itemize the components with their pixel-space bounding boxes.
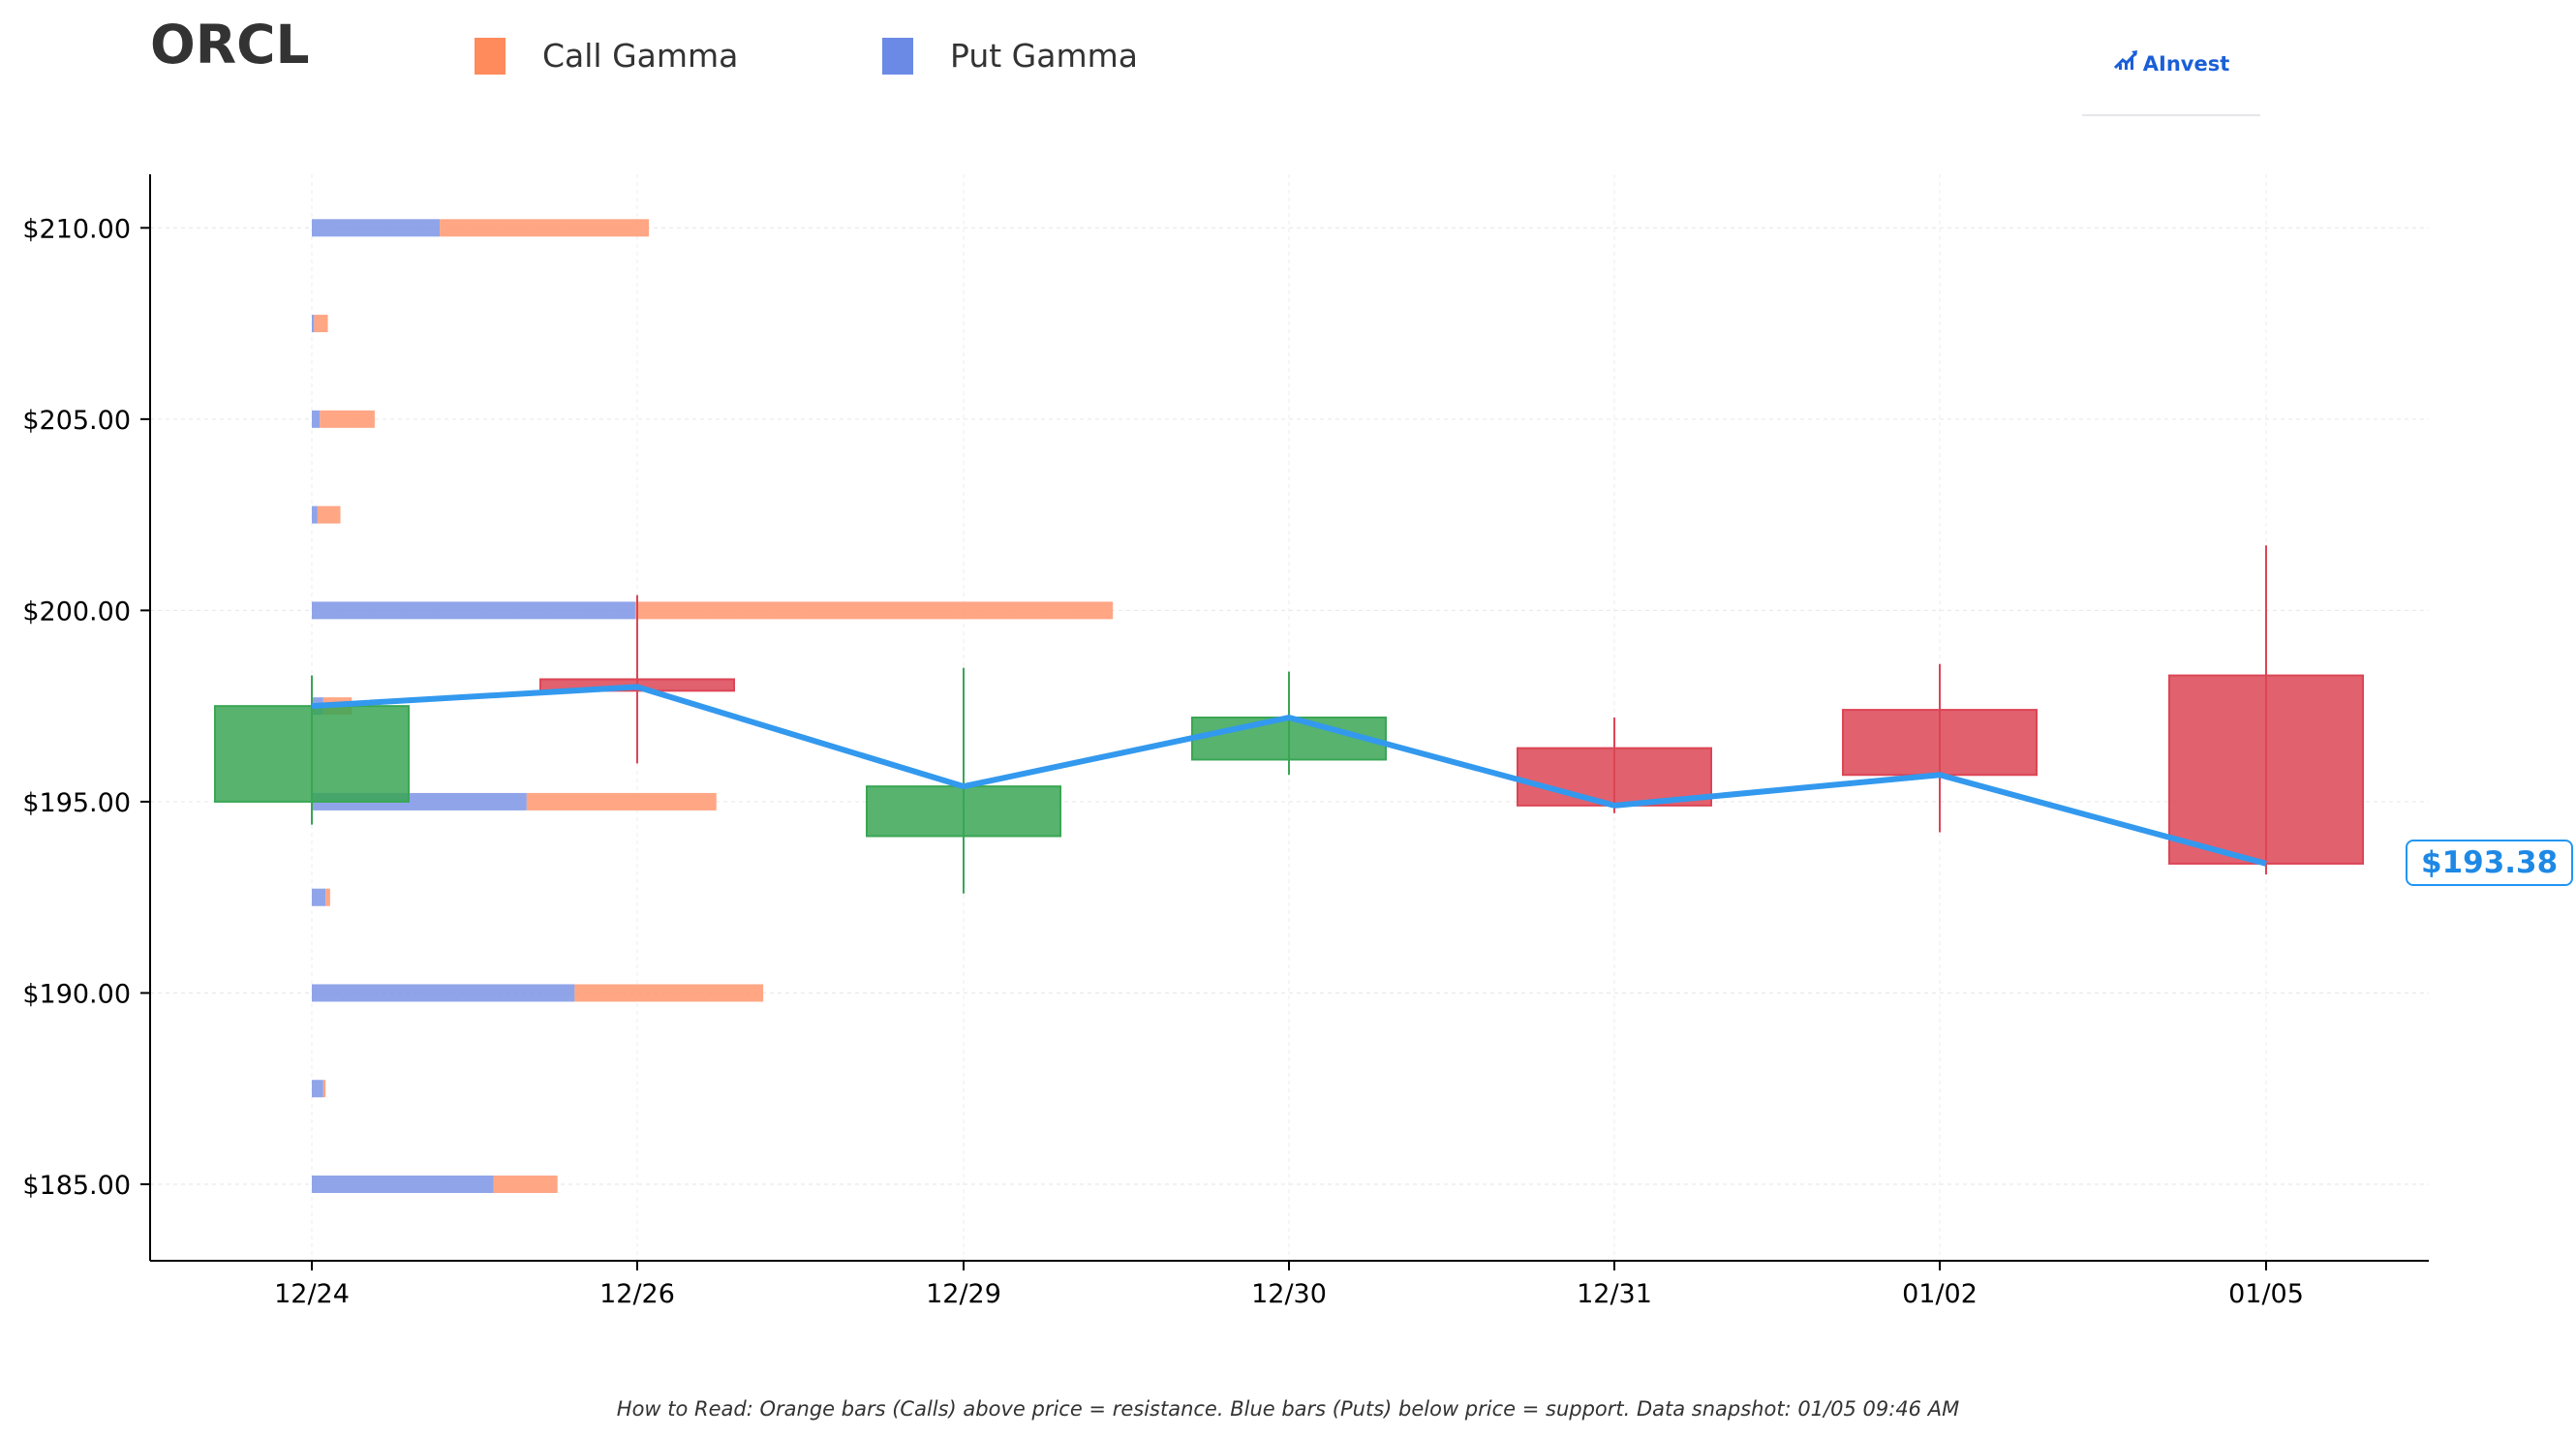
call-gamma-bar: [322, 1080, 326, 1098]
price-line: [311, 684, 2267, 867]
y-tick-label: $205.00: [22, 406, 131, 436]
legend-call-gamma-label: Call Gamma: [542, 37, 739, 75]
ticker-title: ORCL: [150, 14, 310, 76]
call-gamma-swatch: [475, 37, 506, 75]
y-tick-label: $185.00: [22, 1171, 131, 1201]
call-gamma-bar: [440, 219, 650, 237]
y-tick-label: $210.00: [22, 214, 131, 244]
close-price-line: [311, 684, 2267, 867]
x-tick-label: 01/05: [2228, 1279, 2304, 1309]
call-gamma-bar: [493, 1175, 558, 1193]
gamma-bars: [312, 219, 1114, 1193]
candle-body: [866, 785, 1061, 838]
x-tick-label: 01/02: [1902, 1279, 1978, 1309]
put-gamma-bar: [312, 315, 315, 333]
candle-body: [1842, 709, 2038, 777]
call-gamma-bar: [314, 315, 328, 333]
put-gamma-swatch: [882, 37, 913, 75]
put-gamma-bar: [312, 601, 635, 620]
candle-body: [2168, 674, 2364, 865]
call-gamma-bar: [526, 792, 717, 810]
legend-put-gamma: Put Gamma: [882, 37, 1138, 75]
put-gamma-bar: [312, 1175, 494, 1193]
put-gamma-bar: [312, 888, 326, 906]
candle-body: [214, 705, 410, 803]
y-tick-label: $190.00: [22, 979, 131, 1009]
candle-body: [1191, 717, 1387, 761]
put-gamma-bar: [312, 219, 441, 237]
call-gamma-bar: [574, 984, 764, 1002]
last-price-badge: $193.38: [2406, 840, 2574, 886]
legend-put-gamma-label: Put Gamma: [950, 37, 1138, 75]
call-gamma-bar: [634, 601, 1114, 620]
put-gamma-bar: [312, 984, 575, 1002]
x-tick-label: 12/24: [274, 1279, 350, 1309]
x-tick-label: 12/26: [599, 1279, 675, 1309]
brand-logo: AInvest: [2082, 46, 2260, 116]
put-gamma-bar: [312, 1080, 323, 1098]
x-tick-label: 12/30: [1251, 1279, 1327, 1309]
call-gamma-bar: [317, 505, 341, 524]
chart-bars-icon: [2113, 46, 2140, 76]
x-tick-label: 12/31: [1577, 1279, 1652, 1309]
put-gamma-bar: [312, 505, 318, 524]
footer-note: How to Read: Orange bars (Calls) above p…: [616, 1397, 1960, 1421]
y-tick-label: $195.00: [22, 788, 131, 818]
put-gamma-bar: [312, 410, 321, 428]
candlesticks: [214, 545, 2364, 894]
x-tick-label: 12/29: [926, 1279, 1001, 1309]
call-gamma-bar: [320, 410, 375, 428]
brand-name: AInvest: [2142, 52, 2230, 76]
legend-call-gamma: Call Gamma: [475, 37, 738, 75]
y-tick-label: $200.00: [22, 596, 131, 627]
call-gamma-bar: [325, 888, 330, 906]
candle-body: [1517, 747, 1712, 807]
axes: $185.00 $190.00 $195.00 $200.00 $205.00 $210.…: [22, 174, 2429, 1309]
